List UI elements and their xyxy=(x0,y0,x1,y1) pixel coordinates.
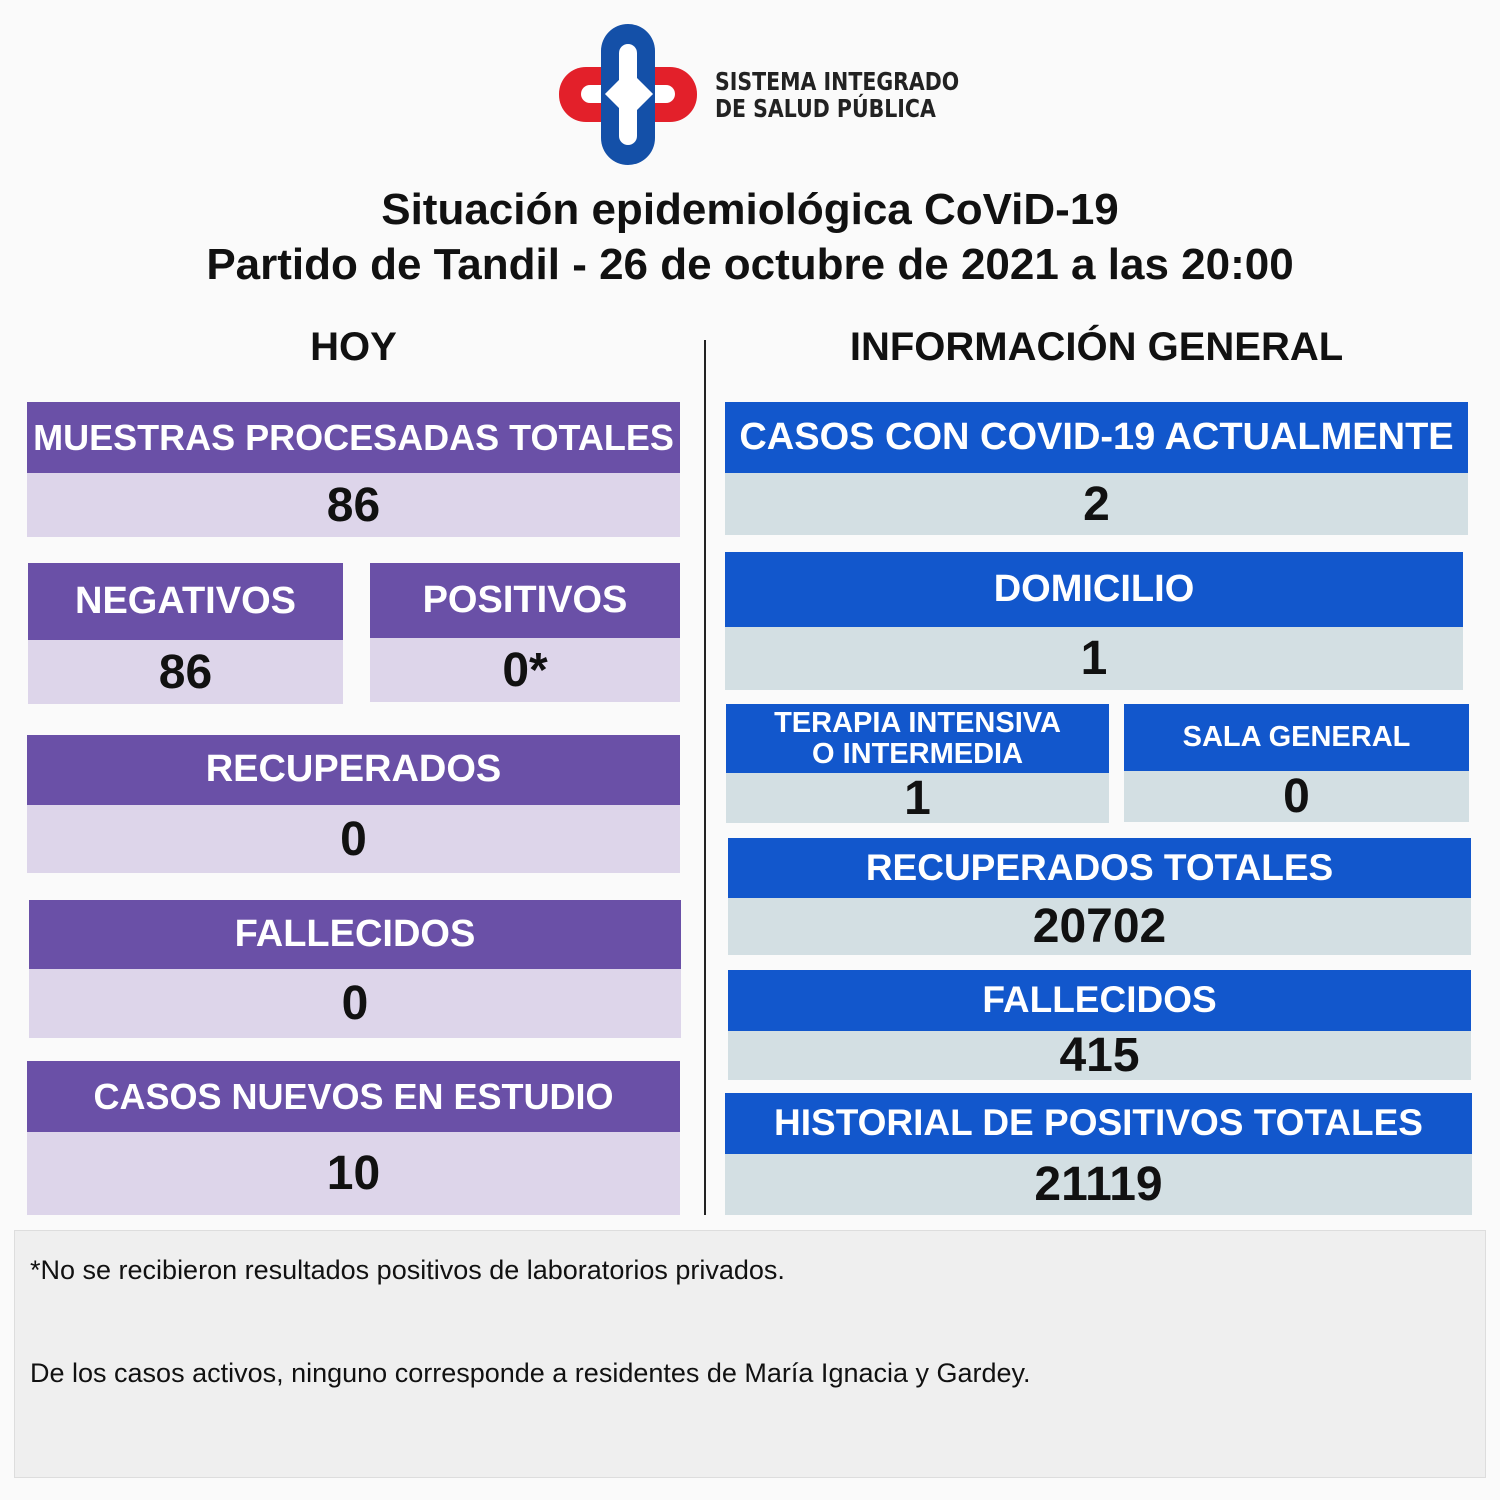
negativos-label: NEGATIVOS xyxy=(28,563,343,640)
fallecidos-value: 0 xyxy=(29,969,681,1038)
divider xyxy=(704,340,706,1215)
note-positivos: *No se recibieron resultados positivos d… xyxy=(30,1255,785,1285)
terapia-card: TERAPIA INTENSIVA O INTERMEDIA 1 xyxy=(726,704,1109,825)
negativos-value: 86 xyxy=(28,640,343,704)
negativos-card: NEGATIVOS 86 xyxy=(28,563,343,704)
footnotes: *No se recibieron resultados positivos d… xyxy=(14,1230,1486,1478)
recuperados-totales-value: 20702 xyxy=(728,898,1471,955)
recuperados-label: RECUPERADOS xyxy=(27,735,680,805)
logo-line2: DE SALUD PÚBLICA xyxy=(715,94,936,123)
positivos-value: 0* xyxy=(370,638,680,702)
historial-card: HISTORIAL DE POSITIVOS TOTALES 21119 xyxy=(725,1093,1472,1215)
domicilio-card: DOMICILIO 1 xyxy=(725,552,1463,690)
logo-cross-icon xyxy=(559,24,697,165)
note-residentes: De los casos activos, ninguno correspond… xyxy=(30,1358,1031,1388)
logo: SISTEMA INTEGRADO DE SALUD PÚBLICA xyxy=(557,22,959,167)
terapia-label-2: O INTERMEDIA xyxy=(811,737,1024,770)
recuperados-card: RECUPERADOS 0 xyxy=(27,735,680,873)
sala-card: SALA GENERAL 0 xyxy=(1124,704,1469,823)
casos-label: CASOS CON COVID-19 ACTUALMENTE xyxy=(725,402,1468,473)
logo-line1: SISTEMA INTEGRADO xyxy=(715,67,960,96)
fallecidos-label: FALLECIDOS xyxy=(29,900,681,969)
recuperados-totales-label: RECUPERADOS TOTALES xyxy=(728,838,1471,898)
nuevos-label: CASOS NUEVOS EN ESTUDIO xyxy=(27,1061,680,1132)
positivos-label: POSITIVOS xyxy=(370,563,680,638)
terapia-label-1: TERAPIA INTENSIVA xyxy=(774,707,1061,740)
casos-card: CASOS CON COVID-19 ACTUALMENTE 2 xyxy=(725,402,1468,535)
muestras-value: 86 xyxy=(27,473,680,537)
recuperados-totales-card: RECUPERADOS TOTALES 20702 xyxy=(728,838,1471,955)
general-heading: INFORMACIÓN GENERAL xyxy=(849,325,1344,369)
sala-label: SALA GENERAL xyxy=(1124,704,1469,771)
fallecidos-totales-label: FALLECIDOS xyxy=(728,970,1471,1031)
fallecidos-totales-value: 415 xyxy=(728,1029,1471,1082)
nuevos-card: CASOS NUEVOS EN ESTUDIO 10 xyxy=(27,1061,680,1215)
page-title: Situación epidemiológica CoViD-19 xyxy=(381,185,1119,234)
sala-value: 0 xyxy=(1124,770,1469,823)
terapia-value: 1 xyxy=(726,772,1109,825)
muestras-label: MUESTRAS PROCESADAS TOTALES xyxy=(27,402,680,473)
historial-value: 21119 xyxy=(725,1154,1472,1215)
casos-value: 2 xyxy=(725,473,1468,535)
nuevos-value: 10 xyxy=(27,1132,680,1215)
domicilio-label: DOMICILIO xyxy=(725,552,1463,627)
fallecidos-totales-card: FALLECIDOS 415 xyxy=(728,970,1471,1082)
page-subtitle: Partido de Tandil - 26 de octubre de 202… xyxy=(206,240,1294,289)
fallecidos-card: FALLECIDOS 0 xyxy=(29,900,681,1038)
historial-label: HISTORIAL DE POSITIVOS TOTALES xyxy=(725,1093,1472,1154)
muestras-card: MUESTRAS PROCESADAS TOTALES 86 xyxy=(27,402,680,537)
domicilio-value: 1 xyxy=(725,627,1463,690)
positivos-card: POSITIVOS 0* xyxy=(370,563,680,702)
recuperados-value: 0 xyxy=(27,805,680,873)
hoy-heading: HOY xyxy=(310,325,397,369)
